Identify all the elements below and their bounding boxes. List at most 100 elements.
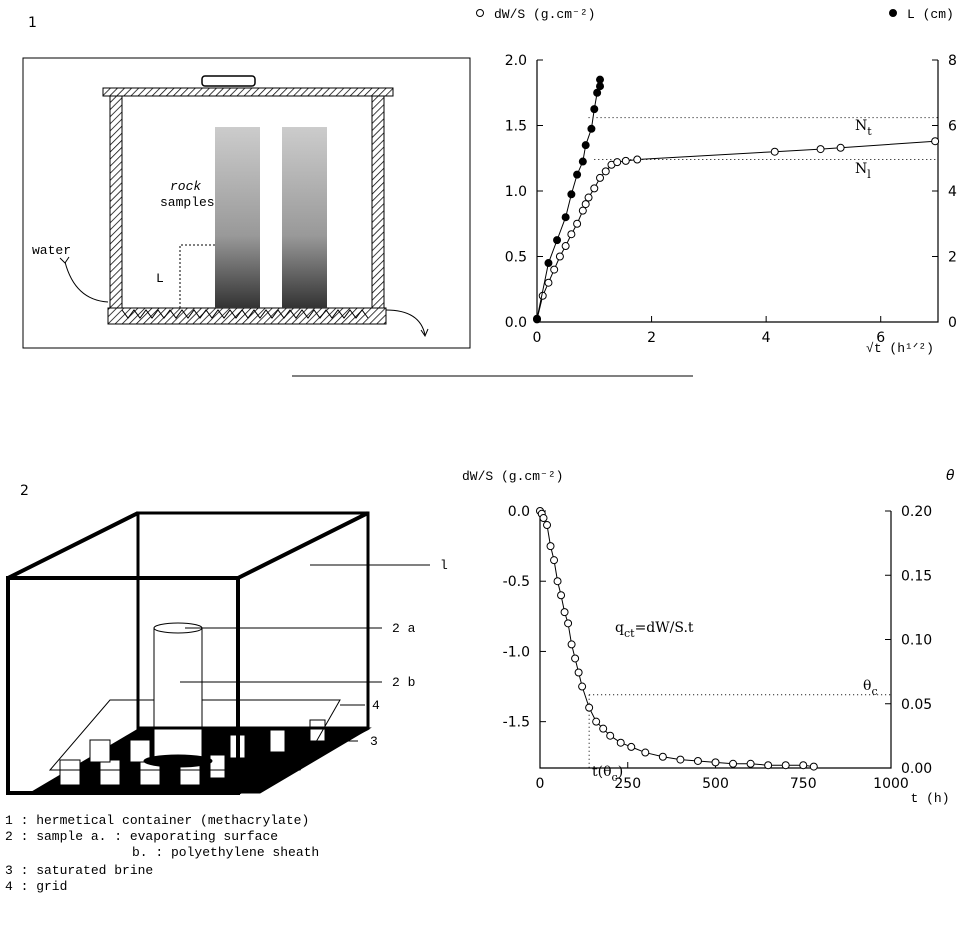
data-point: [601, 167, 610, 176]
x-tick-label: 4: [762, 330, 771, 346]
key-line: b. : polyethylene sheath: [132, 845, 319, 860]
data-point: [693, 756, 702, 765]
callout: 2 a: [392, 621, 416, 636]
data-point: [770, 147, 779, 156]
data-point: [764, 761, 773, 770]
x-tick-label: 0: [533, 330, 542, 346]
data-point: [550, 556, 559, 565]
data-point: [578, 157, 587, 166]
annotation-text: q: [615, 620, 624, 636]
data-point: [561, 242, 570, 251]
data-point: [539, 514, 548, 523]
data-point: [544, 259, 553, 268]
data-point: [596, 75, 605, 84]
data-point: [578, 206, 587, 215]
y2-tick-label: 0.15: [901, 568, 932, 584]
data-point: [658, 752, 667, 761]
annotation-text: ): [618, 764, 623, 780]
y-tick-label: 0.5: [505, 250, 527, 266]
data-point: [574, 668, 583, 677]
x-tick-label: 750: [790, 776, 817, 792]
x-tick-label: 2: [647, 330, 656, 346]
data-point: [581, 141, 590, 150]
annotation-text: t(θ: [592, 764, 612, 780]
data-point: [546, 542, 555, 551]
x-tick-label: 0: [536, 776, 545, 792]
data-point: [578, 682, 587, 691]
apparatus-diagram: [22, 57, 471, 349]
callout: 4: [372, 698, 380, 713]
data-point: [621, 156, 630, 165]
key-line: 4 : grid: [5, 879, 67, 894]
x-axis-label: √t (h¹ᐟ²): [866, 341, 934, 356]
data-point: [593, 88, 602, 97]
data-point: [587, 124, 596, 133]
data-point: [590, 184, 599, 193]
data-point: [809, 762, 818, 771]
data-point: [567, 640, 576, 649]
x-tick-label: 500: [702, 776, 729, 792]
key-line: 1 : hermetical container (methacrylate): [5, 813, 309, 828]
y-tick-label: 1.5: [505, 119, 527, 135]
data-point: [560, 608, 569, 617]
data-point: [931, 137, 940, 146]
annotation-text: θ: [863, 678, 871, 694]
figure-number: 2: [20, 483, 29, 499]
y2-tick-label: 8: [948, 53, 957, 69]
x-tick-label: 6: [876, 330, 885, 346]
annotation-subscript: ct: [624, 627, 635, 640]
annotation: t(θc): [592, 764, 623, 784]
data-point: [557, 591, 566, 600]
series-line: [536, 140, 936, 320]
data-point: [564, 619, 573, 628]
data-point: [571, 654, 580, 663]
figure-number: 1: [28, 15, 37, 31]
data-point: [729, 759, 738, 768]
y-tick-label: 0.0: [508, 504, 530, 520]
height-label: L: [156, 271, 164, 286]
data-point: [746, 759, 755, 768]
data-point: [592, 717, 601, 726]
y2-tick-label: 0.20: [901, 504, 932, 520]
data-point: [616, 738, 625, 747]
data-point: [573, 170, 582, 179]
data-point: [543, 521, 552, 530]
legend-marker: [889, 9, 897, 17]
data-point: [816, 145, 825, 154]
data-point: [567, 230, 576, 239]
water-label: water: [32, 243, 71, 258]
y-tick-label: -1.0: [503, 644, 530, 660]
container-diagram: [6, 511, 430, 795]
data-point: [613, 158, 622, 167]
data-point: [584, 193, 593, 202]
data-point: [550, 265, 559, 274]
data-point: [567, 190, 576, 199]
data-point: [561, 213, 570, 222]
y-tick-label: -1.5: [503, 715, 530, 731]
annotation-subscript: c: [871, 685, 877, 698]
data-point: [573, 219, 582, 228]
data-point: [585, 703, 594, 712]
y-tick-label: 1.0: [505, 184, 527, 200]
rock-label: samples: [160, 195, 215, 210]
data-point: [544, 278, 553, 287]
y2-tick-label: 2: [948, 250, 957, 266]
legend-label: dW/S (g.cm⁻²): [494, 7, 595, 22]
data-point: [627, 742, 636, 751]
y-tick-label: 2.0: [505, 53, 527, 69]
x-axis-label: t (h): [910, 791, 949, 806]
data-point: [599, 724, 608, 733]
data-point: [596, 82, 605, 91]
data-point: [836, 143, 845, 152]
y-axis-label: dW/S (g.cm⁻²): [462, 469, 563, 484]
y2-tick-label: 0.00: [901, 761, 932, 777]
data-point: [676, 755, 685, 764]
callout: l: [440, 558, 448, 573]
data-point: [711, 758, 720, 767]
annotation-text: =dW/S.t: [635, 620, 694, 636]
legend-marker: [476, 9, 484, 17]
data-point: [581, 200, 590, 209]
callout: 3: [370, 734, 378, 749]
data-point: [641, 748, 650, 757]
